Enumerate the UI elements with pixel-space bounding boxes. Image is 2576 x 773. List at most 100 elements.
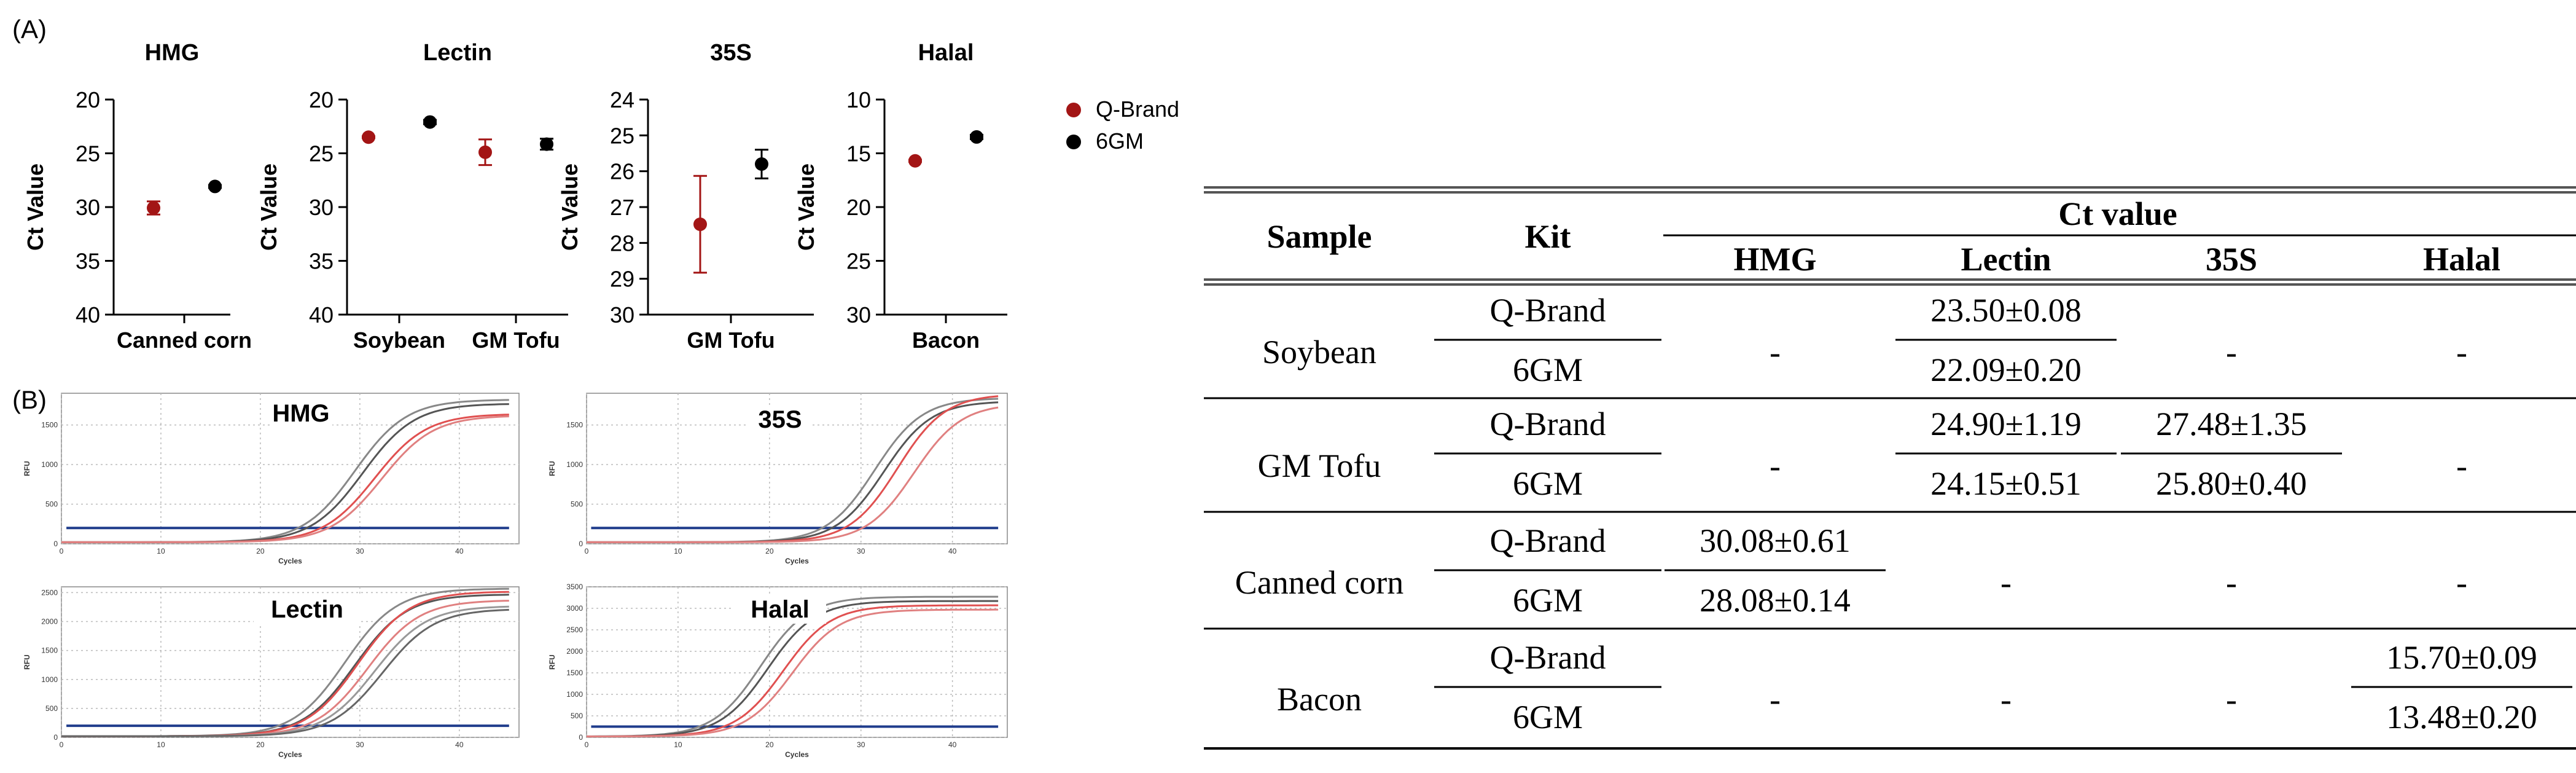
chart-title: Lectin — [423, 40, 492, 66]
kit-name: Q-Brand — [1490, 522, 1606, 559]
x-tick-label: 40 — [948, 547, 957, 555]
x-tick-label: GM Tofu — [687, 328, 775, 353]
y-tick-label: 2000 — [566, 647, 583, 656]
header-target-hmg: HMG — [1734, 241, 1817, 278]
y-tick-label: 25 — [76, 141, 100, 167]
amplification-curve — [61, 415, 509, 543]
y-tick-label: 1500 — [566, 669, 583, 677]
y-tick-label: 10 — [846, 87, 871, 112]
y-axis-label: RFU — [23, 654, 31, 670]
ct-chart-lectin: Lectin 20 25 30 35 40 Ct Value Soybean GM Tofu — [256, 40, 568, 353]
title-backdrop — [734, 595, 826, 624]
y-tick-label: 500 — [45, 704, 58, 713]
x-axis-label: Cycles — [785, 557, 809, 565]
x-tick-label: 0 — [60, 740, 64, 749]
ct-cell-empty: - — [2456, 334, 2467, 371]
x-tick-label: 0 — [585, 740, 589, 749]
data-point-q-brand — [693, 218, 707, 231]
x-tick-label: 30 — [356, 547, 364, 555]
header-sample: Sample — [1267, 218, 1372, 255]
chart-title: HMG — [145, 40, 200, 66]
x-tick-label: 0 — [585, 547, 589, 555]
y-tick-label: 3500 — [566, 583, 583, 591]
y-tick-label: 1500 — [566, 421, 583, 430]
ct-cell: 25.80±0.40 — [2156, 465, 2307, 502]
amplification-plot-35s: 0 10 20 30 40 0 500 1000 1500 Cycles RFU 35S — [548, 393, 1008, 565]
y-tick-label: 29 — [610, 267, 634, 292]
ct-cell-empty: - — [2226, 564, 2237, 601]
ct-cell-empty: - — [2000, 681, 2012, 718]
ct-cell-empty: - — [2000, 564, 2012, 601]
kit-name: 6GM — [1513, 465, 1583, 502]
y-tick-label: 25 — [309, 141, 334, 167]
title-backdrop — [270, 399, 332, 428]
table-row-canned-corn: Canned corn Q-Brand 6GM 30.08±0.61 28.08±0.1… — [1204, 522, 2576, 630]
amplification-plot-lectin: 0 10 20 30 40 0 500 1000 1500 2000 2500 Cycles RFU Le… — [23, 586, 520, 759]
legend-label: 6GM — [1096, 128, 1144, 154]
x-tick-label: 30 — [356, 740, 364, 749]
ct-cell: 27.48±1.35 — [2156, 406, 2307, 442]
x-tick-label: 0 — [60, 547, 64, 555]
y-tick-label: 27 — [610, 195, 634, 220]
x-axis-label: Cycles — [278, 750, 302, 759]
sample-name: Canned corn — [1235, 564, 1403, 601]
legend-label: Q-Brand — [1096, 96, 1179, 122]
ct-cell-empty: - — [2456, 564, 2467, 601]
x-tick-label: 20 — [256, 740, 265, 749]
x-tick-label: 10 — [157, 547, 165, 555]
y-tick-label: 1000 — [41, 675, 58, 684]
y-axis-label: RFU — [23, 461, 31, 476]
panel-label-a: (A) — [12, 15, 47, 44]
y-tick-label: 0 — [579, 540, 583, 548]
legend-marker — [1066, 135, 1081, 149]
ct-cell: 15.70±0.09 — [2386, 639, 2537, 676]
y-tick-label: 2000 — [41, 618, 58, 626]
y-tick-label: 500 — [571, 712, 583, 720]
sample-name: GM Tofu — [1258, 447, 1381, 484]
chart-title: Halal — [918, 40, 974, 66]
title-backdrop — [254, 595, 361, 624]
y-tick-label: 1500 — [41, 421, 58, 430]
plot-title: 35S — [758, 406, 802, 433]
x-tick-label: 10 — [674, 740, 682, 749]
y-tick-label: 24 — [610, 87, 634, 112]
ct-cell-empty: - — [2226, 334, 2237, 371]
x-axis-label: Cycles — [278, 557, 302, 565]
x-tick-label: Soybean — [353, 328, 445, 353]
ct-cell: 23.50±0.08 — [1930, 292, 2082, 329]
kit-name: 6GM — [1513, 351, 1583, 388]
header-target-lectin: Lectin — [1961, 241, 2051, 278]
table-row-soybean: Soybean Q-Brand 6GM - 23.50±0.08 22.09±0.20 - - — [1204, 292, 2576, 399]
ct-cell: 30.08±0.61 — [1700, 522, 1851, 559]
y-tick-label: 1000 — [566, 690, 583, 699]
y-tick-label: 500 — [571, 500, 583, 509]
header-kit: Kit — [1525, 218, 1571, 255]
ct-cell-empty: - — [1770, 681, 1781, 718]
kit-name: 6GM — [1513, 699, 1583, 736]
y-axis-label: RFU — [548, 461, 556, 476]
y-tick-label: 3000 — [566, 604, 583, 613]
x-tick-label: 20 — [765, 740, 774, 749]
x-tick-label: Canned corn — [117, 328, 252, 353]
ct-cell: 22.09±0.20 — [1930, 351, 2082, 388]
y-tick-label: 0 — [579, 733, 583, 742]
y-tick-label: 25 — [610, 123, 634, 148]
y-axis-label: RFU — [548, 654, 556, 670]
y-axis-label: Ct Value — [23, 163, 48, 251]
data-point-q-brand — [478, 145, 492, 159]
chart-title: 35S — [710, 40, 752, 66]
kit-name: Q-Brand — [1490, 292, 1606, 329]
ct-cell: 24.90±1.19 — [1930, 406, 2082, 442]
ct-cell-empty: - — [2456, 447, 2467, 484]
header-target-35s: 35S — [2206, 241, 2257, 278]
y-tick-label: 500 — [45, 500, 58, 509]
amplification-plot-hmg: 0 10 20 30 40 0 500 1000 1500 Cycles RFU HMG — [23, 393, 520, 565]
kit-name: 6GM — [1513, 582, 1583, 619]
data-point-q-brand — [147, 201, 160, 215]
data-point-q-brand — [362, 130, 375, 144]
table-row-gm-tofu: GM Tofu Q-Brand 6GM - 24.90±1.19 24.15±0.51 27… — [1204, 406, 2576, 513]
kit-name: Q-Brand — [1490, 639, 1606, 676]
y-tick-label: 35 — [309, 249, 334, 274]
y-tick-label: 28 — [610, 230, 634, 256]
y-tick-label: 30 — [309, 195, 334, 220]
